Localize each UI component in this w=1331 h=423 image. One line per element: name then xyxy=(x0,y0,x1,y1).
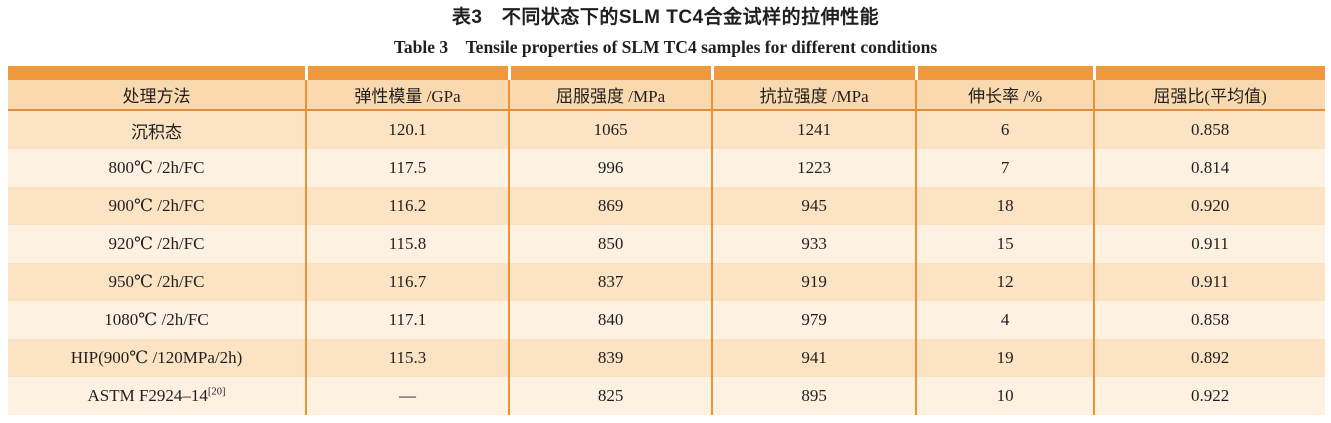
cell-elastic-modulus: 116.7 xyxy=(304,263,509,301)
table-row: 800℃ /2h/FC 117.5 996 1223 7 0.814 xyxy=(8,149,1325,187)
cell-yield-strength: 996 xyxy=(508,149,712,187)
header-accent-bar-segment xyxy=(1093,66,1325,80)
cell-yield-strength: 840 xyxy=(508,301,712,339)
table-row: 沉积态 120.1 1065 1241 6 0.858 xyxy=(8,111,1325,149)
cell-tensile-strength: 895 xyxy=(711,377,916,415)
cell-elongation: 15 xyxy=(915,225,1094,263)
cell-yield-strength: 837 xyxy=(508,263,712,301)
astm-reference-label: ASTM F2924–14 xyxy=(87,386,208,405)
cell-yield-ratio: 0.911 xyxy=(1093,263,1325,301)
cell-elastic-modulus: 120.1 xyxy=(304,111,509,149)
cell-treatment: 900℃ /2h/FC xyxy=(8,187,305,225)
header-accent-bar-segment xyxy=(915,66,1094,80)
cell-elongation: 10 xyxy=(915,377,1094,415)
cell-yield-ratio: 0.858 xyxy=(1093,111,1325,149)
cell-elastic-modulus: 116.2 xyxy=(304,187,509,225)
cell-elastic-modulus: 115.3 xyxy=(304,339,509,377)
cell-yield-strength: 850 xyxy=(508,225,712,263)
table-row: ASTM F2924–14[20] — 825 895 10 0.922 xyxy=(8,377,1325,415)
cell-tensile-strength: 919 xyxy=(711,263,916,301)
cell-yield-ratio: 0.892 xyxy=(1093,339,1325,377)
cell-yield-strength: 839 xyxy=(508,339,712,377)
cell-treatment: 800℃ /2h/FC xyxy=(8,149,305,187)
table-row: 1080℃ /2h/FC 117.1 840 979 4 0.858 xyxy=(8,301,1325,339)
cell-tensile-strength: 979 xyxy=(711,301,916,339)
cell-elastic-modulus: 117.1 xyxy=(304,301,509,339)
cell-treatment: HIP(900℃ /120MPa/2h) xyxy=(8,339,305,377)
cell-elongation: 4 xyxy=(915,301,1094,339)
cell-elongation: 12 xyxy=(915,263,1094,301)
column-header-elongation: 伸长率 /% xyxy=(915,80,1094,111)
cell-treatment: 1080℃ /2h/FC xyxy=(8,301,305,339)
header-accent-bar xyxy=(8,66,1325,80)
cell-yield-ratio: 0.911 xyxy=(1093,225,1325,263)
tensile-properties-table: 处理方法 弹性模量 /GPa 屈服强度 /MPa 抗拉强度 /MPa 伸长率 /… xyxy=(8,66,1325,415)
cell-elastic-modulus: 117.5 xyxy=(304,149,509,187)
column-header-elastic-modulus: 弹性模量 /GPa xyxy=(304,80,509,111)
cell-elongation: 18 xyxy=(915,187,1094,225)
table-row: 950℃ /2h/FC 116.7 837 919 12 0.911 xyxy=(8,263,1325,301)
header-accent-bar-segment xyxy=(304,66,509,80)
cell-treatment: ASTM F2924–14[20] xyxy=(8,377,305,415)
cell-yield-ratio: 0.920 xyxy=(1093,187,1325,225)
table-row: 900℃ /2h/FC 116.2 869 945 18 0.920 xyxy=(8,187,1325,225)
table-title-english: Table 3 Tensile properties of SLM TC4 sa… xyxy=(393,37,938,57)
header-accent-bar-segment xyxy=(711,66,916,80)
cell-tensile-strength: 945 xyxy=(711,187,916,225)
cell-elongation: 7 xyxy=(915,149,1094,187)
table-title-chinese: 表3 不同状态下的SLM TC4合金试样的拉伸性能 xyxy=(451,7,880,28)
cell-tensile-strength: 941 xyxy=(711,339,916,377)
cell-elastic-modulus: — xyxy=(304,377,509,415)
cell-yield-strength: 1065 xyxy=(508,111,712,149)
cell-tensile-strength: 1223 xyxy=(711,149,916,187)
table-row: 920℃ /2h/FC 115.8 850 933 15 0.911 xyxy=(8,225,1325,263)
cell-yield-ratio: 0.814 xyxy=(1093,149,1325,187)
header-row: 处理方法 弹性模量 /GPa 屈服强度 /MPa 抗拉强度 /MPa 伸长率 /… xyxy=(8,80,1325,111)
cell-tensile-strength: 1241 xyxy=(711,111,916,149)
cell-elongation: 19 xyxy=(915,339,1094,377)
column-header-yield-ratio: 屈强比(平均值) xyxy=(1093,80,1325,111)
cell-elastic-modulus: 115.8 xyxy=(304,225,509,263)
column-header-treatment: 处理方法 xyxy=(8,80,305,111)
cell-treatment: 950℃ /2h/FC xyxy=(8,263,305,301)
cell-yield-strength: 869 xyxy=(508,187,712,225)
cell-treatment: 920℃ /2h/FC xyxy=(8,225,305,263)
cell-elongation: 6 xyxy=(915,111,1094,149)
header-accent-bar-segment xyxy=(508,66,712,80)
cell-tensile-strength: 933 xyxy=(711,225,916,263)
header-accent-bar-segment xyxy=(8,66,305,80)
cell-yield-ratio: 0.858 xyxy=(1093,301,1325,339)
table-titles: 表3 不同状态下的SLM TC4合金试样的拉伸性能 Table 3 Tensil… xyxy=(0,0,1331,60)
cell-yield-ratio: 0.922 xyxy=(1093,377,1325,415)
cell-treatment: 沉积态 xyxy=(8,111,305,149)
cell-yield-strength: 825 xyxy=(508,377,712,415)
column-header-yield-strength: 屈服强度 /MPa xyxy=(508,80,712,111)
astm-citation-superscript: [20] xyxy=(207,386,226,398)
column-header-tensile-strength: 抗拉强度 /MPa xyxy=(711,80,916,111)
table-row: HIP(900℃ /120MPa/2h) 115.3 839 941 19 0.… xyxy=(8,339,1325,377)
